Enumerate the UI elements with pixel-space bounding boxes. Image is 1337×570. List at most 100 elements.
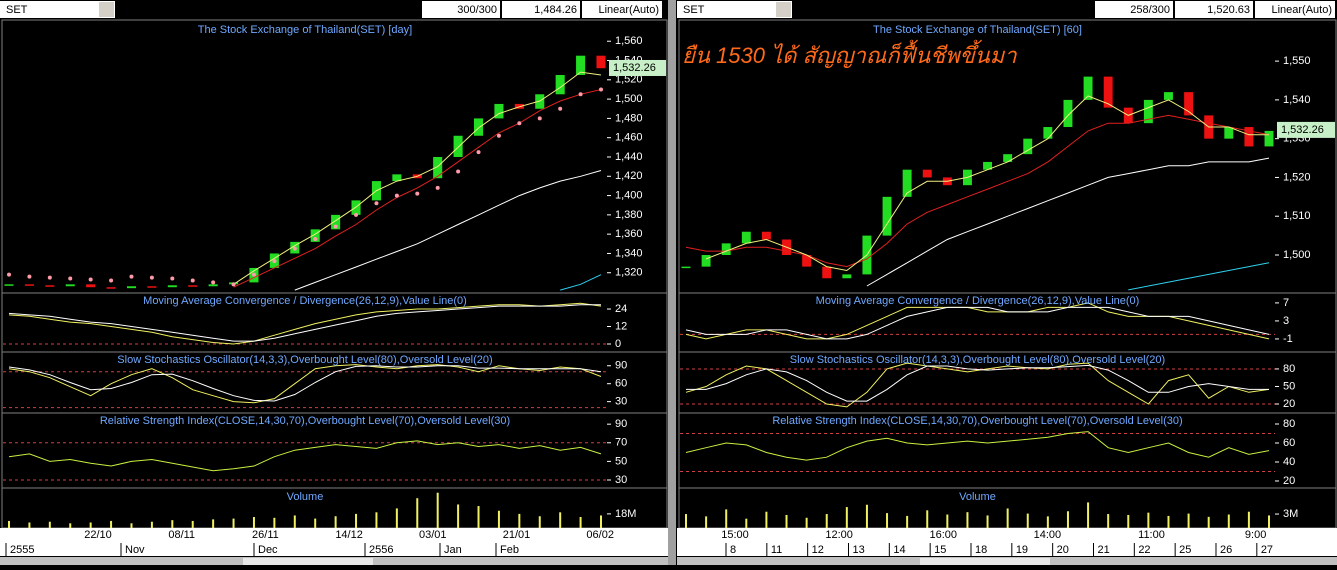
last-price: 1,532.26 [1281,124,1324,136]
dropdown-button[interactable] [776,2,791,17]
y-tick-label: 1,560 [615,35,643,47]
candle [1043,127,1053,139]
volume-bar [1127,514,1130,528]
volume-title: Volume [287,491,324,503]
candle [802,254,812,267]
sar-dot [7,272,11,277]
volume-bar [1227,514,1230,528]
sar-dot [211,280,216,285]
candle [1164,92,1173,100]
candle [310,229,320,242]
symbol: SET [6,4,28,16]
section-frame [1,19,668,294]
sar-dot [354,212,359,217]
y-tick-label: 0 [615,338,621,350]
indicator-line [8,304,601,342]
volume-bar [845,507,848,528]
ma-line [866,157,1270,287]
count-box [1095,1,1173,18]
ma-line [233,89,602,288]
indicator-title: Slow Stochastics Oscillator(14,3,3),Over… [790,354,1165,366]
count: 300/300 [457,4,497,16]
x-tick-label: 9:00 [1245,529,1266,541]
volume-bar [865,504,868,528]
scroll-thumb[interactable] [920,558,1050,565]
volume-bar [375,512,378,528]
volume-bar [705,516,708,528]
indicator-line [8,440,602,472]
sar-dot [47,275,52,280]
y-tick-label: 1,480 [615,112,643,124]
volume-bar [1268,515,1270,528]
y-tick-label: 90 [615,360,627,372]
sar-dot [537,116,542,121]
candle [576,55,586,75]
y-tick-label: 1,540 [1283,94,1311,106]
sar-dot [374,201,379,206]
sar-dot [578,92,583,97]
y-tick-label: 1,500 [1283,249,1311,261]
y-tick-label: 30 [615,396,627,408]
last-price-box [609,59,666,76]
y-tick-label: 1,440 [615,151,643,163]
y-tick-label: 1,510 [1283,210,1311,222]
dropdown-button[interactable] [99,2,114,17]
x-tick-label-2: 27 [1261,544,1273,556]
candle [902,169,912,197]
y-tick-label: 50 [1283,380,1295,392]
volume-bar [1046,516,1049,528]
volume-bar [1087,502,1090,528]
volume-bar [212,519,215,528]
scroll-thumb[interactable] [243,558,373,565]
sar-dot [170,276,175,281]
annotation: ยืน 1530 ได้ สัญญาณก็ฟื้นชีพขึ้นมา [682,39,1017,68]
x-tick-label-2: Nov [125,544,145,556]
x-tick-label-2: 12 [812,544,824,556]
indicator-title: Relative Strength Index(CLOSE,14,30,70),… [772,415,1182,427]
splitter[interactable] [668,0,676,565]
x-tick-label: 14/12 [335,529,363,541]
sar-dot [517,121,522,126]
volume-bar [89,522,92,528]
y-tick-label: 1,320 [615,267,643,279]
sar-dot [88,277,93,282]
volume-bar [497,510,500,528]
candle [24,284,34,286]
volume-bar [48,521,51,528]
volume-bar [355,513,358,528]
count: 258/300 [1130,4,1170,16]
y-tick-label: 3M [1283,508,1298,520]
candle [392,174,402,182]
sar-dot [333,224,338,229]
candle [1264,130,1274,147]
candle [741,231,751,244]
candle [1063,99,1073,128]
sar-dot [313,236,318,241]
symbol-box[interactable] [677,1,792,18]
x-tick-label-2: 20 [1057,544,1069,556]
x-tick-label: 22/10 [84,529,112,541]
sar-dot [599,87,603,92]
volume-bar [150,521,153,528]
sar-dot [109,278,114,283]
indicator-title: Slow Stochastics Oscillator(14,3,3),Over… [117,354,492,366]
volume-bar [1207,516,1210,528]
volume-bar [946,514,949,528]
candle [433,156,443,179]
x-axis-bg [0,528,668,556]
volume-bar [745,518,748,528]
candle [331,214,341,230]
x-tick-label: 21/01 [503,529,531,541]
x-tick-label: 16:00 [929,529,957,541]
volume-title: Volume [959,491,996,503]
x-tick-label-2: Feb [500,544,519,556]
x-tick-label-2: 21 [1097,544,1109,556]
candle [922,169,932,178]
sar-dot [558,106,563,111]
symbol-box[interactable] [0,1,115,18]
candle [1143,99,1153,124]
last: 1,484.26 [534,4,577,16]
x-tick-label-2: 11 [771,544,782,556]
volume-bar [252,517,255,528]
